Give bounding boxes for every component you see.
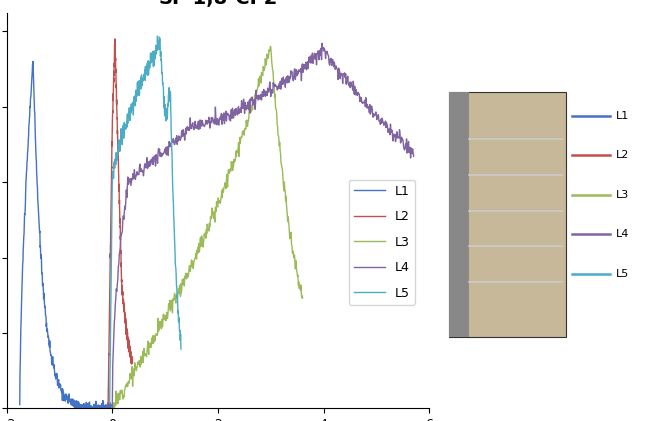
L3: [291, 266, 299, 272]
L5: [125, 109, 133, 114]
L4: [162, 151, 170, 156]
Text: L1: L1: [616, 111, 629, 120]
L2: [129, 360, 136, 365]
L3: [216, 198, 224, 203]
Text: L2: L2: [616, 150, 629, 160]
L5: [106, 400, 114, 405]
L4: [336, 69, 343, 74]
L3: [298, 296, 306, 301]
L2: [107, 210, 115, 215]
L5: [138, 79, 146, 84]
L1: [41, 304, 49, 309]
Text: L4: L4: [616, 229, 629, 239]
L5: [174, 308, 182, 313]
L5: [176, 338, 184, 343]
L2: [114, 141, 121, 146]
L1: [108, 402, 116, 407]
L5: [177, 346, 185, 352]
L1: [106, 405, 114, 410]
L4: [286, 74, 294, 79]
L3: [266, 44, 274, 49]
L1: [29, 59, 37, 64]
Line: L1: L1: [20, 61, 114, 408]
Text: L3: L3: [616, 190, 629, 200]
Line: L4: L4: [112, 43, 413, 408]
L1: [66, 399, 74, 404]
L4: [409, 154, 417, 159]
Line: L5: L5: [110, 36, 181, 402]
L2: [119, 297, 127, 302]
L4: [310, 57, 317, 62]
Bar: [449, 92, 566, 337]
L1: [72, 404, 80, 409]
Line: L2: L2: [108, 39, 133, 405]
L1: [59, 389, 67, 394]
L5: [153, 34, 161, 39]
L5: [144, 66, 151, 71]
L2: [111, 37, 119, 42]
L3: [130, 366, 138, 371]
L2: [122, 322, 130, 327]
L5: [148, 59, 155, 64]
L2: [112, 78, 120, 83]
L4: [186, 126, 194, 131]
L3: [109, 406, 117, 411]
L1: [71, 406, 78, 411]
Text: L5: L5: [616, 269, 629, 279]
L4: [318, 41, 326, 46]
L2: [104, 401, 112, 406]
L3: [247, 109, 255, 114]
L2: [104, 402, 112, 408]
L1: [110, 406, 118, 411]
L4: [245, 107, 253, 112]
Bar: [449, 92, 470, 337]
L4: [108, 406, 116, 411]
L2: [122, 325, 130, 330]
L3: [296, 288, 304, 293]
L3: [140, 353, 148, 358]
Title: SF-1,8-CP2: SF-1,8-CP2: [158, 0, 278, 8]
Legend: L1, L2, L3, L4, L5: L1, L2, L3, L4, L5: [349, 180, 415, 305]
L1: [16, 402, 24, 407]
L3: [108, 404, 116, 409]
Line: L3: L3: [112, 46, 302, 408]
